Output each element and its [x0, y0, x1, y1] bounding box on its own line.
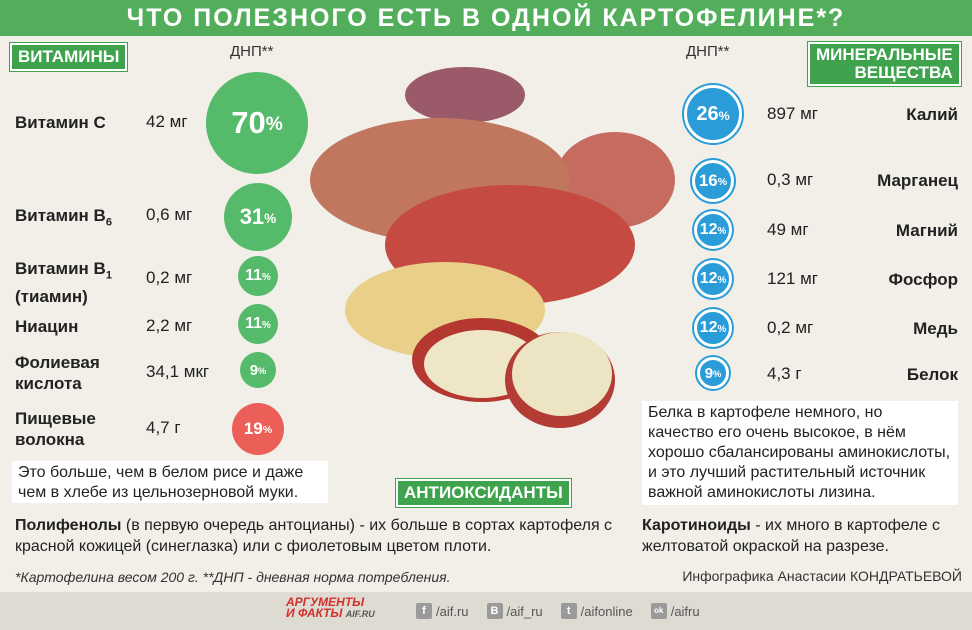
protein-note: Белка в картофеле немного, но качество е… [642, 401, 958, 505]
mineral-amount: 0,2 мг [767, 318, 814, 337]
social-link-odnoklassniki[interactable]: ok/aifru [650, 603, 700, 619]
mineral-dnp-circle: 12% [694, 309, 732, 347]
title-bar [0, 0, 972, 36]
vitamin-dnp-circle: 70% [206, 72, 308, 174]
odnoklassniki-icon: ok [650, 603, 667, 619]
vitamin-amount: 0,2 мг [146, 268, 193, 287]
mineral-dnp-circle: 12% [694, 211, 732, 249]
vitamin-amount: 2,2 мг [146, 316, 193, 335]
vk-icon: В [486, 603, 503, 619]
vitamin-dnp-circle: 31% [224, 183, 292, 251]
credit: Инфографика Анастасии КОНДРАТЬЕВОЙ [682, 568, 962, 584]
mineral-amount: 4,3 г [767, 364, 802, 383]
vitamin-name: Ниацин [15, 317, 79, 336]
vitamin-name: Фолиевая кислота [15, 353, 100, 393]
mineral-name: Медь [913, 319, 958, 338]
potato-slice-flesh [512, 332, 612, 416]
vitamin-name: Витамин В6 [15, 206, 112, 229]
aif-logo[interactable]: АРГУМЕНТЫ И ФАКТЫ AIF.RU [286, 595, 375, 620]
potatoes-illustration [310, 67, 675, 428]
mineral-amount: 897 мг [767, 104, 818, 123]
carotenoids-text: Каротиноиды - их много в картофеле с жел… [642, 517, 940, 555]
mineral-name: Магний [895, 221, 958, 240]
vitamin-dnp-circle: 11% [238, 304, 278, 344]
mineral-dnp-circle: 16% [692, 160, 734, 202]
polyphenols-text: Полифенолы (в первую очередь антоцианы) … [15, 517, 613, 555]
vitamin-dnp-circle: 11% [238, 256, 278, 296]
social-link-facebook[interactable]: f/aif.ru [416, 603, 469, 619]
minerals-dnp-label: ДНП** [686, 43, 730, 60]
mineral-amount: 121 мг [767, 269, 818, 288]
vitamins-dnp-label: ДНП** [230, 43, 274, 60]
vitamins-note: Это больше, чем в белом рисе и даже чем … [12, 461, 328, 503]
mineral-name: Марганец [877, 171, 958, 190]
vitamins-tag: ВИТАМИНЫ [10, 43, 128, 71]
minerals-tag: МИНЕРАЛЬНЫЕ ВЕЩЕСТВА [808, 42, 961, 86]
antioxidants-tag: АНТИОКСИДАНТЫ [396, 479, 571, 507]
social-link-vk[interactable]: В/aif_ru [486, 603, 543, 619]
mineral-name: Калий [906, 105, 958, 124]
page-title: ЧТО ПОЛЕЗНОГО ЕСТЬ В ОДНОЙ КАРТОФЕЛИНЕ*? [126, 4, 846, 32]
vitamin-name: Витамин В1 (тиамин) [15, 259, 112, 307]
twitter-icon: t [560, 603, 577, 619]
footnote: *Картофелина весом 200 г. **ДНП - дневна… [15, 569, 451, 585]
mineral-dnp-circle: 26% [684, 85, 742, 143]
vitamin-dnp-circle: 19% [232, 403, 284, 455]
vitamin-amount: 0,6 мг [146, 205, 193, 224]
vitamin-amount: 34,1 мкг [146, 362, 210, 381]
purple-potato [405, 67, 525, 123]
facebook-icon: f [416, 603, 432, 619]
mineral-dnp-circle: 9% [697, 357, 729, 389]
vitamin-dnp-circle: 9% [240, 352, 276, 388]
mineral-dnp-circle: 12% [694, 260, 732, 298]
mineral-name: Белок [906, 365, 958, 384]
vitamin-amount: 42 мг [146, 112, 188, 131]
vitamin-name: Пищевые волокна [15, 409, 96, 449]
vitamin-name: Витамин С [15, 113, 106, 132]
mineral-amount: 49 мг [767, 220, 809, 239]
mineral-amount: 0,3 мг [767, 170, 814, 189]
social-links: f/aif.ru В/aif_ru t/aifonline ok/aifru [416, 603, 700, 619]
mineral-name: Фосфор [888, 270, 958, 289]
vitamin-amount: 4,7 г [146, 418, 181, 437]
footer-bar [0, 592, 972, 630]
social-link-twitter[interactable]: t/aifonline [560, 603, 633, 619]
